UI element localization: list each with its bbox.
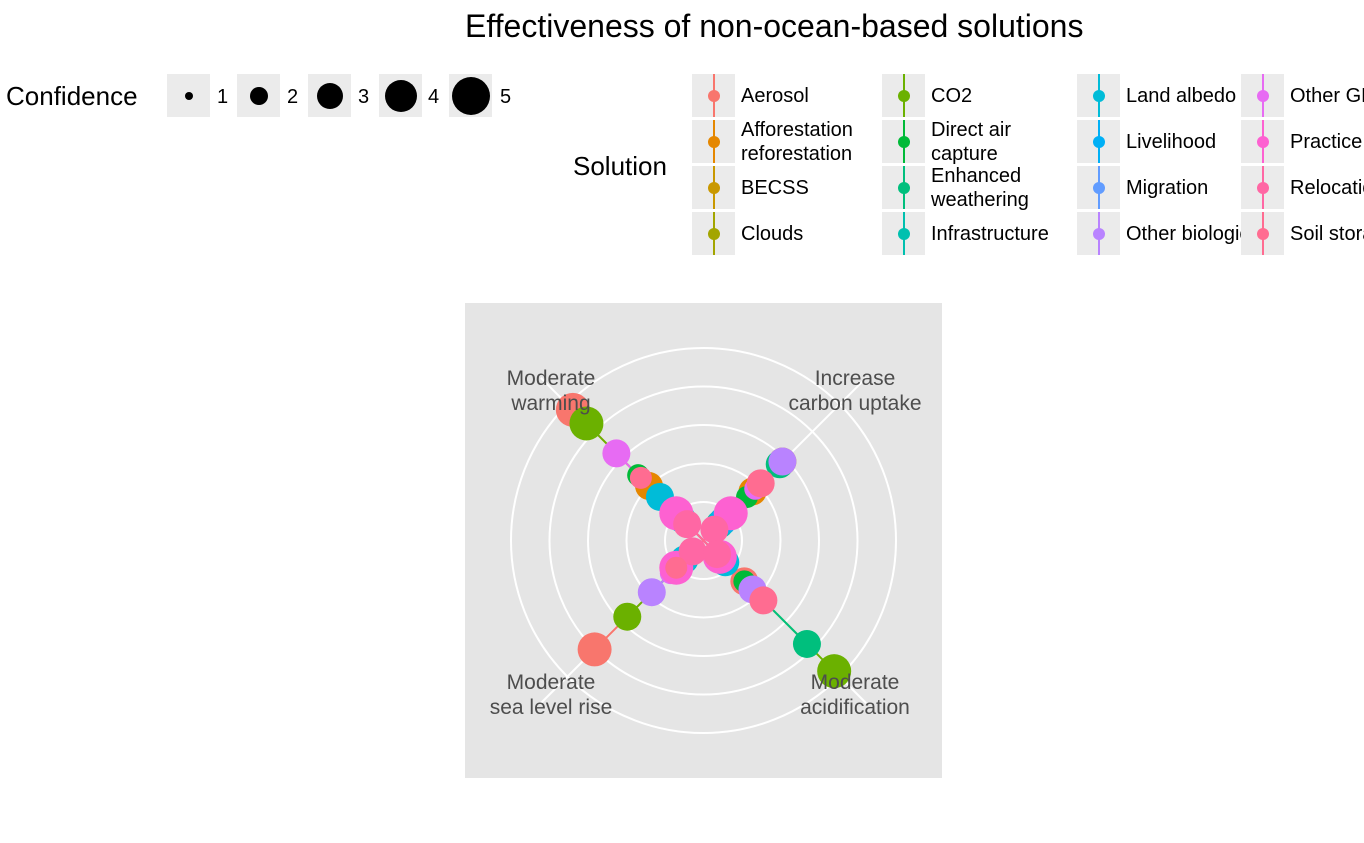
- legend-label: Direct air capture: [931, 118, 1012, 165]
- series-point: [673, 510, 702, 539]
- confidence-key-5: [449, 74, 492, 117]
- legend-key: [1241, 120, 1284, 163]
- grid-rings: [510, 347, 897, 734]
- confidence-key-1: [167, 74, 210, 117]
- legend-label: Other biological: [1126, 222, 1265, 245]
- legend-key: [692, 212, 735, 255]
- series-point: [678, 537, 707, 566]
- legend-label: Soil storage: [1290, 222, 1364, 245]
- legend-label: Aerosol: [741, 84, 809, 107]
- confidence-dot-1: [184, 91, 193, 100]
- legend-label: Infrastructure: [931, 222, 1049, 245]
- legend-key: [1241, 212, 1284, 255]
- legend-label: Clouds: [741, 222, 804, 245]
- axis-label: Moderate sea level rise: [490, 671, 613, 719]
- series-point: [817, 654, 852, 689]
- legend-key: [882, 212, 925, 255]
- confidence-label-1: 1: [217, 86, 229, 108]
- legend-key: [692, 120, 735, 163]
- series-point: [700, 515, 729, 544]
- confidence-label-4: 4: [428, 86, 440, 108]
- confidence-label-2: 2: [287, 86, 299, 108]
- legend-label: Other GHG: [1290, 84, 1364, 107]
- series-point: [768, 447, 797, 476]
- legend-key: [1241, 74, 1284, 117]
- legend-key: [1077, 166, 1120, 209]
- series-points: [555, 392, 852, 689]
- series-point: [749, 586, 778, 615]
- grid-ring: [510, 347, 897, 734]
- legend-key: [1077, 212, 1120, 255]
- confidence-label-3: 3: [358, 86, 370, 108]
- axis-label: Moderate acidification: [800, 671, 910, 719]
- grid-ring: [625, 462, 782, 619]
- confidence-dot-2: [249, 86, 268, 105]
- legend-label: CO2: [931, 84, 973, 107]
- series-point: [746, 469, 775, 498]
- grid-ring: [587, 424, 820, 657]
- confidence-dot-3: [316, 82, 343, 109]
- series-point: [792, 629, 821, 658]
- series-point: [602, 439, 631, 468]
- series-point: [665, 556, 688, 579]
- confidence-key-4: [379, 74, 422, 117]
- legend-label: BECSS: [741, 176, 809, 199]
- legend-key: [1241, 166, 1284, 209]
- series-point: [577, 632, 612, 667]
- series-point: [569, 406, 604, 441]
- confidence-legend-title: Confidence: [6, 81, 138, 111]
- legend-key: [692, 74, 735, 117]
- confidence-key-2: [237, 74, 280, 117]
- axis-label: Increase carbon uptake: [788, 367, 921, 415]
- legend-label: Livelihood: [1126, 130, 1217, 153]
- series-point: [637, 578, 666, 607]
- legend-key: [1077, 74, 1120, 117]
- chart-title-text: Effectiveness of non-ocean-based solutio…: [465, 8, 1084, 44]
- legend-key: [882, 74, 925, 117]
- legend-key: [692, 166, 735, 209]
- legend-label: Land albedo: [1126, 84, 1237, 107]
- legend-label: Migration: [1126, 176, 1209, 199]
- series-point: [613, 602, 642, 631]
- solution-legend-title: Solution: [573, 151, 667, 181]
- legend-label: Enhanced weathering: [931, 164, 1029, 211]
- grid-ring: [548, 385, 859, 696]
- axis-labels: Increase carbon uptake Moderate warming Mode…: [490, 367, 922, 719]
- grid-ring: [664, 501, 743, 580]
- legend-key: [882, 166, 925, 209]
- legend-label: Relocation: [1290, 176, 1364, 199]
- axis-label: Moderate warming: [507, 367, 596, 415]
- legend-label: Practice: [1290, 130, 1363, 153]
- confidence-dot-4: [384, 79, 417, 112]
- series-point: [703, 540, 732, 569]
- legend-key: [882, 120, 925, 163]
- confidence-key-3: [308, 74, 351, 117]
- legend-key: [1077, 120, 1120, 163]
- series-point: [629, 466, 652, 489]
- confidence-dot-5: [451, 76, 490, 115]
- confidence-label-5: 5: [500, 86, 512, 108]
- legend-label: Afforestation reforestation: [741, 118, 853, 165]
